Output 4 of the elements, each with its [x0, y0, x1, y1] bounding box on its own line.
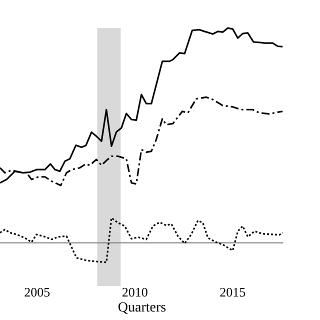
x-axis-title: Quarters [118, 300, 166, 316]
x-tick-label: 2005 [24, 284, 50, 300]
x-tick-label: 2010 [122, 284, 148, 300]
x-tick-label: 2015 [220, 284, 246, 300]
